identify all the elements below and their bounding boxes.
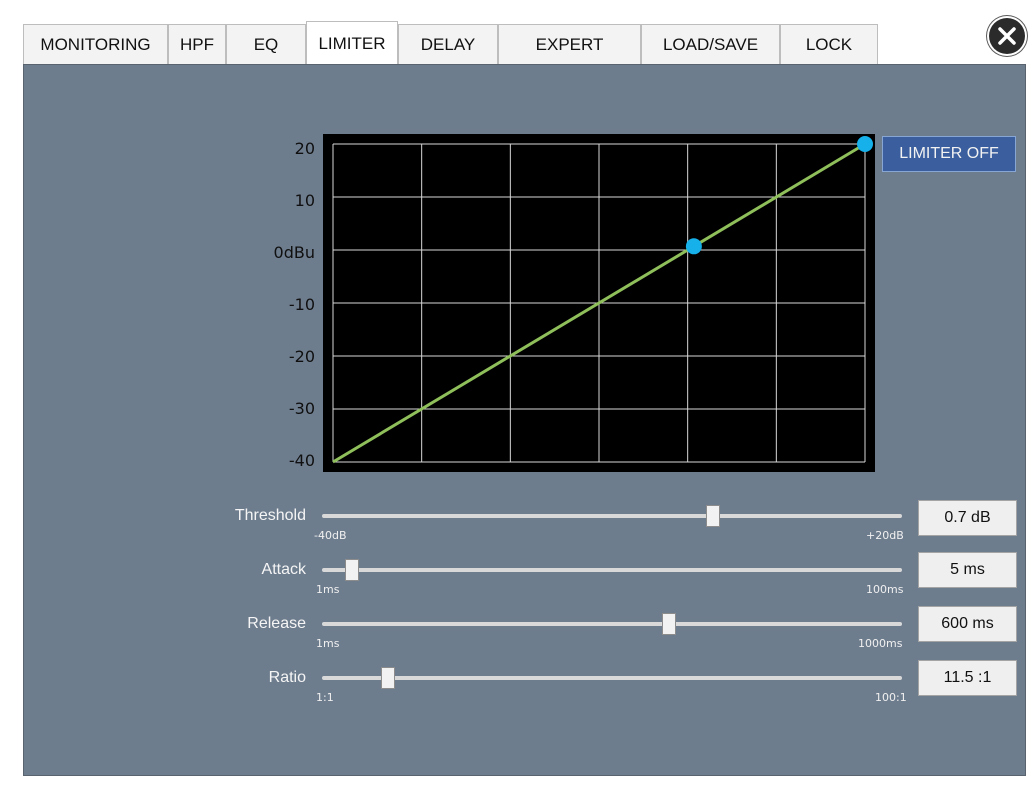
ratio-slider-track[interactable] [322, 676, 902, 680]
tab-label: LIMITER [318, 34, 386, 53]
attack-min-label: 1ms [316, 583, 340, 596]
ratio-value-field[interactable]: 11.5 :1 [918, 660, 1017, 696]
attack-value-field[interactable]: 5 ms [918, 552, 1017, 588]
threshold-min-label: -40dB [314, 529, 347, 542]
ratio-value: 11.5 :1 [943, 669, 992, 686]
curve-handle-point[interactable] [685, 238, 702, 255]
limiter-toggle-label: LIMITER OFF [899, 145, 999, 162]
tab-eq[interactable]: EQ [226, 24, 306, 64]
y-tick-label: -40 [288, 451, 315, 470]
y-tick-label: -20 [288, 347, 315, 366]
tab-label: MONITORING [40, 34, 151, 54]
ratio-max-label: 100:1 [875, 691, 907, 704]
tab-limiter[interactable]: LIMITER [306, 21, 398, 66]
attack-label: Attack [261, 561, 306, 578]
ratio-min-label: 1:1 [316, 691, 334, 704]
release-min-label: 1ms [316, 637, 340, 650]
threshold-label: Threshold [234, 507, 306, 524]
tab-expert[interactable]: EXPERT [498, 24, 641, 64]
threshold-slider-track[interactable] [322, 514, 902, 518]
threshold-value-field[interactable]: 0.7 dB [918, 500, 1017, 536]
attack-slider-track[interactable] [322, 568, 902, 572]
tab-label: EQ [253, 34, 279, 54]
threshold-value: 0.7 dB [944, 509, 991, 526]
release-slider-track[interactable] [322, 622, 902, 626]
release-max-label: 1000ms [858, 637, 903, 650]
threshold-slider-thumb[interactable] [705, 505, 720, 527]
graph-points[interactable] [685, 136, 873, 255]
tab-label: HPF [180, 34, 214, 54]
y-tick-label: 20 [294, 139, 315, 158]
tab-hpf[interactable]: HPF [168, 24, 226, 64]
tab-label: DELAY [420, 34, 476, 54]
y-tick-label: 10 [294, 191, 315, 210]
tab-load-save[interactable]: LOAD/SAVE [641, 24, 780, 64]
graph-canvas [332, 136, 873, 464]
close-button[interactable] [989, 18, 1025, 54]
threshold-max-label: +20dB [866, 529, 904, 542]
ratio-label: Ratio [268, 669, 306, 686]
release-slider-thumb[interactable] [661, 613, 676, 635]
tab-label: LOAD/SAVE [662, 34, 759, 54]
attack-value: 5 ms [950, 561, 985, 578]
close-icon [998, 27, 1016, 45]
attack-slider-thumb[interactable] [344, 559, 359, 581]
tab-bar: MONITORING HPF EQ LIMITER DELAY EXPERT L… [10, 8, 1026, 66]
tab-monitoring[interactable]: MONITORING [23, 24, 168, 64]
tab-delay[interactable]: DELAY [398, 24, 498, 64]
ratio-slider-thumb[interactable] [381, 667, 396, 689]
release-value-field[interactable]: 600 ms [918, 606, 1017, 642]
limiter-transfer-graph[interactable] [323, 134, 875, 472]
attack-max-label: 100ms [866, 583, 904, 596]
tab-lock[interactable]: LOCK [780, 24, 878, 64]
release-value: 600 ms [941, 615, 994, 632]
tab-label: EXPERT [535, 34, 604, 54]
y-tick-label: -30 [288, 399, 315, 418]
release-label: Release [247, 615, 306, 632]
tab-label: LOCK [805, 34, 853, 54]
limiter-toggle-button[interactable]: LIMITER OFF [882, 136, 1016, 172]
y-tick-label: -10 [288, 295, 315, 314]
y-tick-label: 0dBu [273, 243, 315, 262]
curve-handle-point[interactable] [857, 136, 873, 152]
